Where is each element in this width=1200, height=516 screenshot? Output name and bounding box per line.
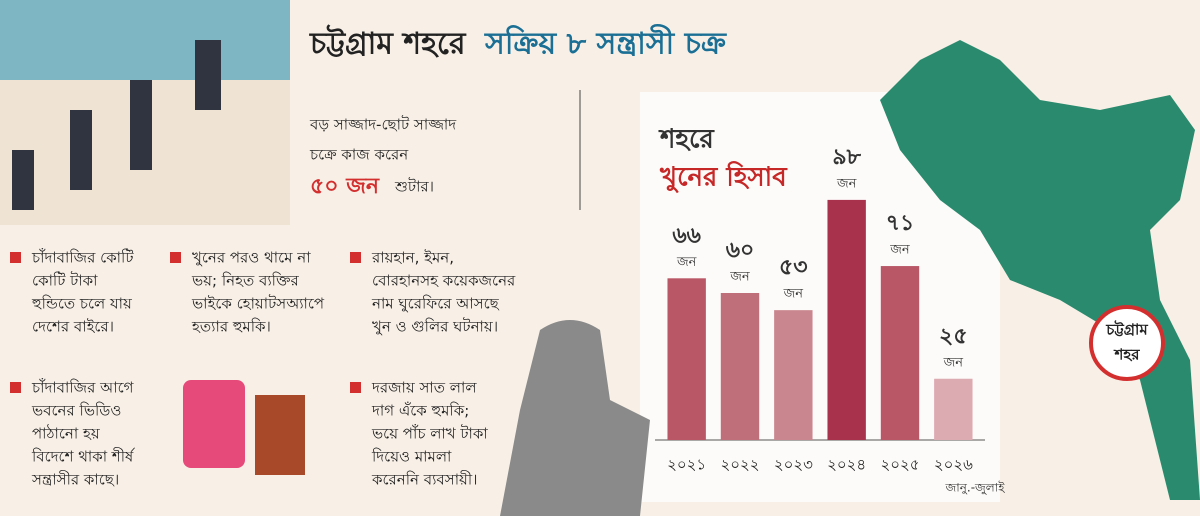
bullet-text: হুন্ডিতে চলে যায় [31, 295, 133, 313]
value-unit: জন [729, 270, 750, 285]
bullet-text: চাঁদাবাজির আগে [31, 379, 135, 397]
x-tick-label: ২০২৩ [774, 456, 813, 474]
door-icon [255, 395, 305, 475]
bullet-text: ভয়ে পাঁচ লাখ টাকা [371, 425, 488, 443]
bullet-text: খুন ও গুলির ঘটনায়। [372, 318, 498, 336]
value-label: ৯৮ [832, 145, 861, 170]
bullet-text: ভাইকে হোয়াটসঅ্যাপে [191, 295, 325, 313]
gunmen [12, 40, 221, 210]
value-unit: জন [943, 355, 964, 370]
chart-title-part2: খুনের হিসাব [659, 161, 788, 194]
intro-line: বড় সাজ্জাদ-ছোট সাজ্জাদ [309, 116, 457, 134]
value-unit: জন [889, 243, 910, 258]
bullet-text: চাঁদাবাজির কোটি [31, 249, 134, 267]
value-label: ৭১ [886, 211, 915, 236]
value-unit: জন [676, 255, 697, 270]
chart-title-part1: শহরে [658, 125, 715, 155]
x-tick-label: ২০২১ [667, 456, 706, 474]
bullet-text: বিদেশে থাকা শীর্ষ [31, 448, 135, 466]
bullet-text: সন্ত্রাসীর কাছে। [31, 471, 119, 489]
map-label: শহর [1113, 346, 1140, 364]
bullet-text: ভয়; নিহত ব্যক্তির [191, 272, 300, 290]
bar [667, 278, 706, 440]
bullet-text: খুনের পরও থামে না [192, 249, 311, 267]
title-part2: সক্রিয় ৮ সন্ত্রাসী চক্র [484, 24, 727, 62]
intro-highlight: ৫০ জন [310, 174, 380, 199]
bullet-marker [10, 252, 21, 263]
bullet-text: দরজায় সাত লাল [371, 379, 477, 397]
bar [774, 310, 813, 440]
bullet-text: হত্যার হুমকি। [191, 318, 271, 336]
bullet-text: করেননি ব্যবসায়ী। [371, 471, 478, 489]
bullet-marker [170, 252, 181, 263]
bullet-marker [10, 382, 21, 393]
chart-annotation: জানু.-জুলাই [945, 481, 1006, 496]
phone-icon [183, 380, 245, 468]
x-tick-label: ২০২২ [720, 456, 759, 474]
bullet-text: নাম ঘুরেফিরে আসছে [371, 295, 500, 313]
value-unit: জন [783, 287, 804, 302]
intro-line: চক্রে কাজ করেন [309, 146, 409, 164]
bar [934, 378, 973, 440]
x-tick-label: ২০২৪ [827, 456, 866, 474]
value-label: ৫৩ [779, 255, 808, 280]
title-part1: চট্টগ্রাম শহরে [309, 25, 467, 62]
bullet-text: বোরহানসহ কয়েকজনের [372, 272, 516, 290]
x-tick-label: ২০২৫ [881, 456, 920, 474]
value-unit: জন [836, 176, 857, 191]
value-label: ২৫ [939, 324, 968, 349]
bullet-marker [350, 252, 361, 263]
person-silhouette [500, 320, 650, 516]
value-label: ৬০ [726, 238, 755, 263]
bullet-text: দিয়েও মামলা [371, 448, 452, 466]
map-label: চট্টগ্রাম [1105, 320, 1148, 339]
bullet-text: দেশের বাইরে। [32, 318, 114, 336]
bullet-text: পাঠানো হয় [32, 425, 101, 443]
bullet-marker [350, 382, 361, 393]
bullet-text: রায়হান, ইমন, [371, 249, 454, 267]
map-shape [880, 40, 1200, 500]
x-tick-label: ২০২৬ [934, 456, 973, 474]
map-marker [1089, 305, 1165, 381]
bar [880, 266, 920, 440]
intro-tail: শুটার। [394, 178, 434, 196]
bar [827, 199, 866, 440]
water [0, 0, 290, 80]
value-label: ৬৬ [672, 223, 701, 248]
bullet-text: দাগ এঁকে হুমকি; [371, 402, 469, 420]
bar [720, 293, 760, 440]
bullet-text: কোটি টাকা [32, 272, 98, 290]
bullet-text: ভবনের ভিডিও [31, 402, 121, 420]
